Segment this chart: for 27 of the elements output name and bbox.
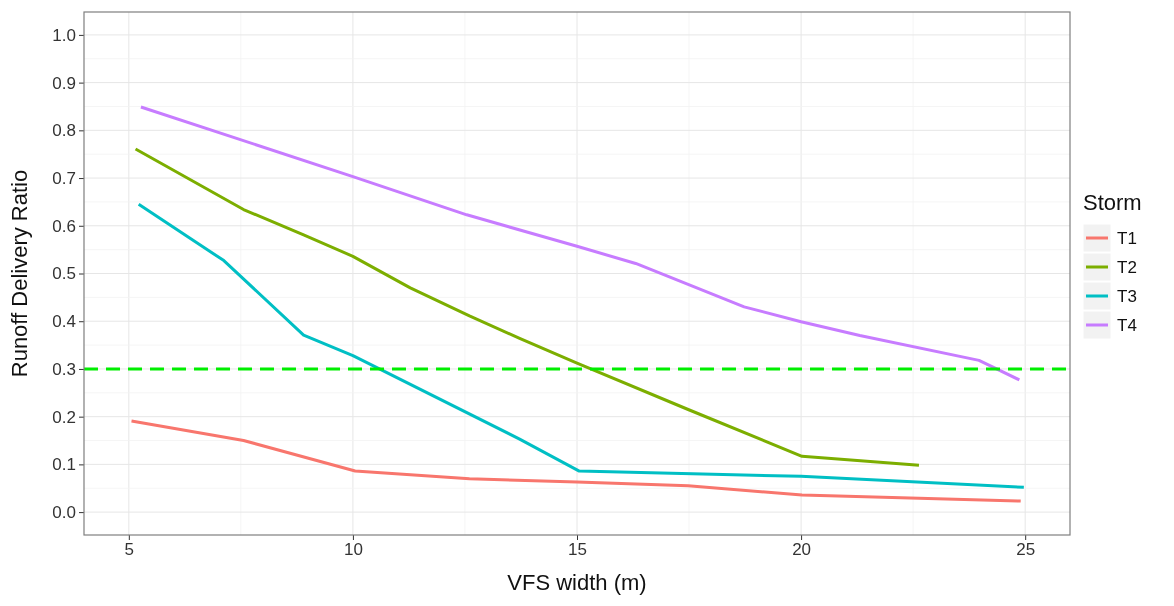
- legend-label: T1: [1117, 229, 1137, 248]
- y-tick-label: 0.8: [52, 121, 76, 141]
- y-tick-label: 0.4: [52, 312, 76, 332]
- y-tick-label: 0.2: [52, 407, 76, 427]
- x-axis-title: VFS width (m): [507, 570, 647, 595]
- x-tick-label: 15: [568, 540, 587, 560]
- y-tick-label: 0.6: [52, 216, 76, 236]
- y-tick-label: 0.9: [52, 73, 76, 93]
- y-tick-label: 0.5: [52, 264, 76, 284]
- x-tick-label: 10: [343, 540, 363, 560]
- line-series: [130, 419, 1023, 503]
- line-series: [134, 147, 921, 467]
- legend-title: Storm: [1083, 190, 1142, 215]
- legend-label: T4: [1117, 316, 1137, 335]
- x-tick-label: 25: [1016, 540, 1036, 560]
- line-series: [137, 202, 1026, 489]
- y-tick-label: 0.1: [52, 455, 76, 475]
- y-axis-title: Runoff Delivery Ratio: [7, 169, 32, 378]
- legend-label: T3: [1117, 287, 1137, 306]
- x-tick-label: 20: [792, 540, 812, 560]
- x-tick-label: 5: [124, 540, 135, 560]
- legend-label: T2: [1117, 258, 1137, 277]
- y-tick-label: 1.0: [52, 25, 76, 45]
- y-tick-label: 0.3: [52, 359, 76, 379]
- y-tick-label: 0.0: [52, 503, 76, 523]
- y-tick-label: 0.7: [52, 169, 76, 188]
- line-series: [139, 105, 1021, 382]
